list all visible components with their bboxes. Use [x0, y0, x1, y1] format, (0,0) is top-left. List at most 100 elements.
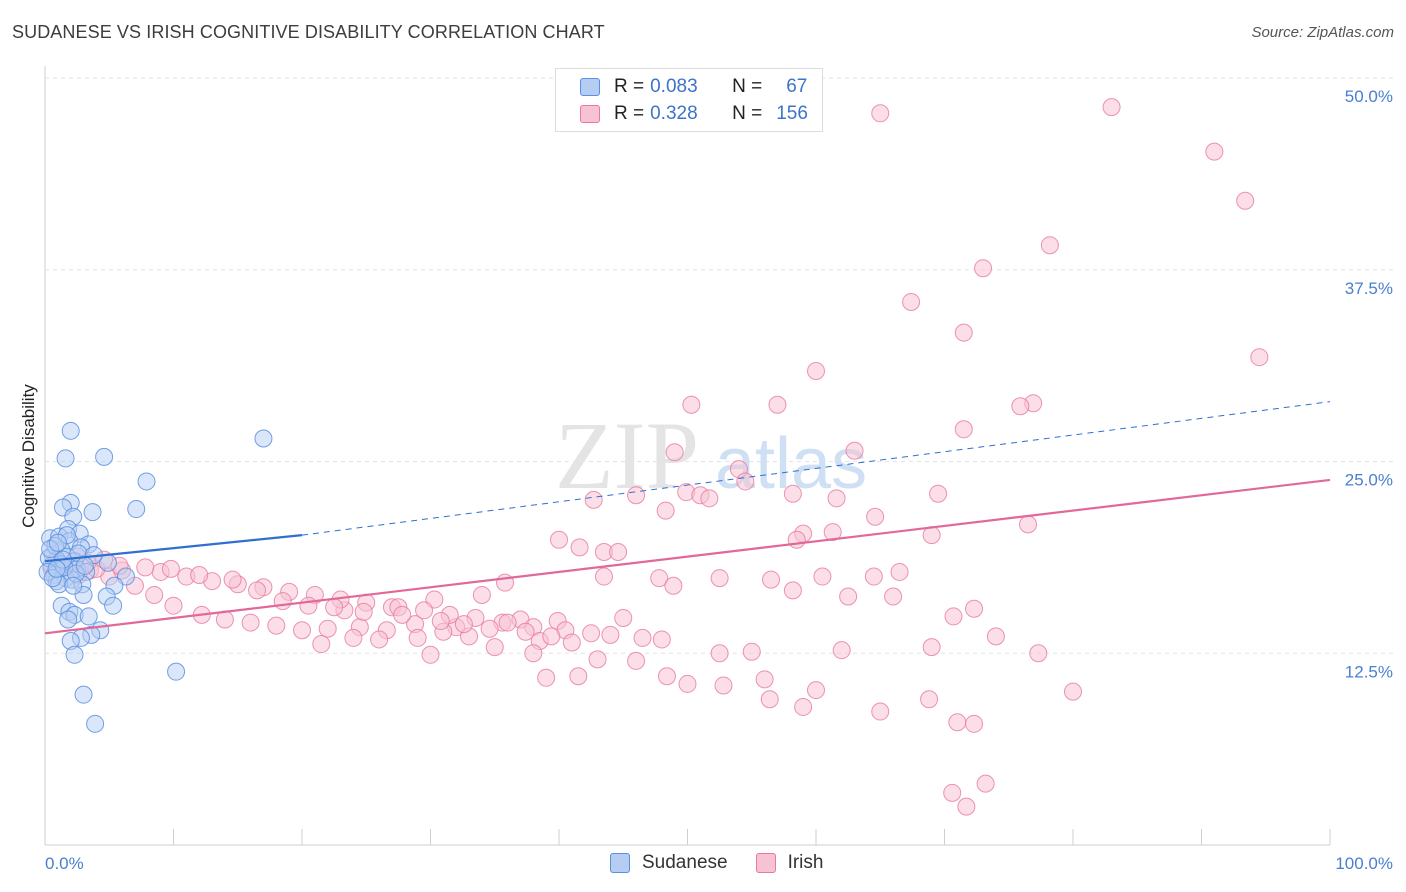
- irish-point: [293, 621, 311, 640]
- irish-point: [161, 559, 180, 578]
- legend-swatch-irish: [580, 105, 600, 123]
- irish-point: [318, 619, 337, 638]
- irish-point: [485, 638, 504, 657]
- irish-point: [954, 420, 973, 439]
- irish-point: [652, 630, 671, 649]
- irish-point: [223, 570, 242, 589]
- sudanese-point: [167, 662, 186, 681]
- sudanese-point: [56, 449, 75, 468]
- sudanese-point: [95, 447, 114, 466]
- irish-point: [299, 596, 318, 615]
- irish-point: [1040, 236, 1059, 255]
- sudanese-point: [59, 610, 78, 629]
- chart-title: SUDANESE VS IRISH COGNITIVE DISABILITY C…: [12, 22, 605, 42]
- irish-point: [768, 395, 787, 414]
- y-tick-label: 12.5%: [1345, 662, 1393, 681]
- irish-point: [248, 581, 267, 600]
- irish-point: [965, 599, 984, 618]
- irish-point: [832, 641, 851, 660]
- irish-point: [164, 596, 183, 615]
- tick-labels: 12.5% 25.0% 37.5% 50.0% 0.0% 100.0%: [45, 87, 1393, 873]
- sudanese-point: [86, 714, 105, 733]
- irish-point: [954, 323, 973, 342]
- legend-n-value: 156: [776, 103, 808, 124]
- irish-point: [710, 644, 729, 663]
- irish-point: [431, 612, 450, 631]
- irish-point: [1250, 348, 1269, 367]
- legend-n-value: 67: [786, 76, 808, 97]
- irish-point: [267, 616, 286, 635]
- irish-point: [884, 587, 903, 606]
- bottom-legend-label-irish: Irish: [787, 852, 824, 873]
- irish-point: [943, 783, 962, 802]
- irish-point: [1019, 515, 1038, 534]
- irish-point: [794, 697, 813, 716]
- irish-point: [864, 567, 883, 586]
- legend-n-label: N =: [732, 103, 763, 124]
- irish-point: [976, 774, 995, 793]
- irish-point: [657, 667, 676, 686]
- irish-point: [700, 489, 719, 508]
- irish-point: [1236, 191, 1255, 210]
- irish-point: [783, 581, 802, 600]
- irish-point: [948, 713, 967, 732]
- irish-point: [656, 501, 675, 520]
- sudanese-point: [83, 503, 102, 522]
- irish-point: [393, 605, 412, 624]
- y-tick-label: 50.0%: [1345, 87, 1393, 106]
- sudanese-point: [47, 559, 66, 578]
- sudanese-point: [127, 500, 146, 519]
- irish-point: [570, 538, 589, 557]
- irish-point: [584, 490, 603, 509]
- irish-point: [627, 486, 646, 505]
- sudanese-point: [65, 645, 84, 664]
- irish-point: [871, 104, 890, 123]
- irish-point: [614, 608, 633, 627]
- y-tick-label: 25.0%: [1345, 471, 1393, 490]
- irish-point: [890, 562, 909, 581]
- irish-point: [609, 543, 628, 562]
- bottom-legend-irish: Irish: [755, 852, 824, 874]
- irish-point: [582, 624, 601, 643]
- y-tick-label: 37.5%: [1345, 279, 1393, 298]
- irish-point: [871, 702, 890, 721]
- irish-point: [354, 602, 373, 621]
- irish-point: [866, 507, 885, 526]
- irish-point: [922, 638, 941, 657]
- legend-swatch-sudanese: [580, 78, 600, 96]
- irish-point: [415, 601, 434, 620]
- legend-r-label: R =: [614, 103, 645, 124]
- irish-point: [664, 576, 683, 595]
- irish-point: [839, 587, 858, 606]
- irish-point: [920, 690, 939, 709]
- legend: R = 0.083 N = 67 R = 0.328 N = 156: [555, 68, 823, 132]
- irish-point: [633, 628, 652, 647]
- legend-r-value: 0.328: [650, 103, 698, 124]
- irish-point: [845, 441, 864, 460]
- irish-point: [370, 630, 389, 649]
- irish-point: [762, 570, 781, 589]
- irish-point: [601, 625, 620, 644]
- irish-point: [498, 613, 517, 632]
- irish-point: [472, 585, 491, 604]
- sudanese-trend-line: [44, 534, 303, 563]
- irish-point: [542, 627, 561, 646]
- sudanese-point: [48, 533, 67, 552]
- irish-point: [273, 592, 292, 611]
- irish-point: [823, 523, 842, 542]
- irish-point: [682, 395, 701, 414]
- x-tick-label: 0.0%: [45, 854, 84, 873]
- trend-lines: [44, 401, 1331, 635]
- sudanese-point: [137, 472, 156, 491]
- irish-point: [813, 567, 832, 586]
- irish-point: [1011, 397, 1030, 416]
- sudanese-point: [79, 607, 98, 626]
- irish-point: [902, 292, 921, 311]
- sudanese-point: [64, 576, 83, 595]
- irish-point: [136, 558, 155, 577]
- sudanese-point: [74, 685, 93, 704]
- bottom-legend-swatch-irish: [755, 853, 776, 873]
- legend-r-value: 0.083: [650, 76, 698, 97]
- irish-point: [241, 613, 260, 632]
- irish-point: [569, 667, 588, 686]
